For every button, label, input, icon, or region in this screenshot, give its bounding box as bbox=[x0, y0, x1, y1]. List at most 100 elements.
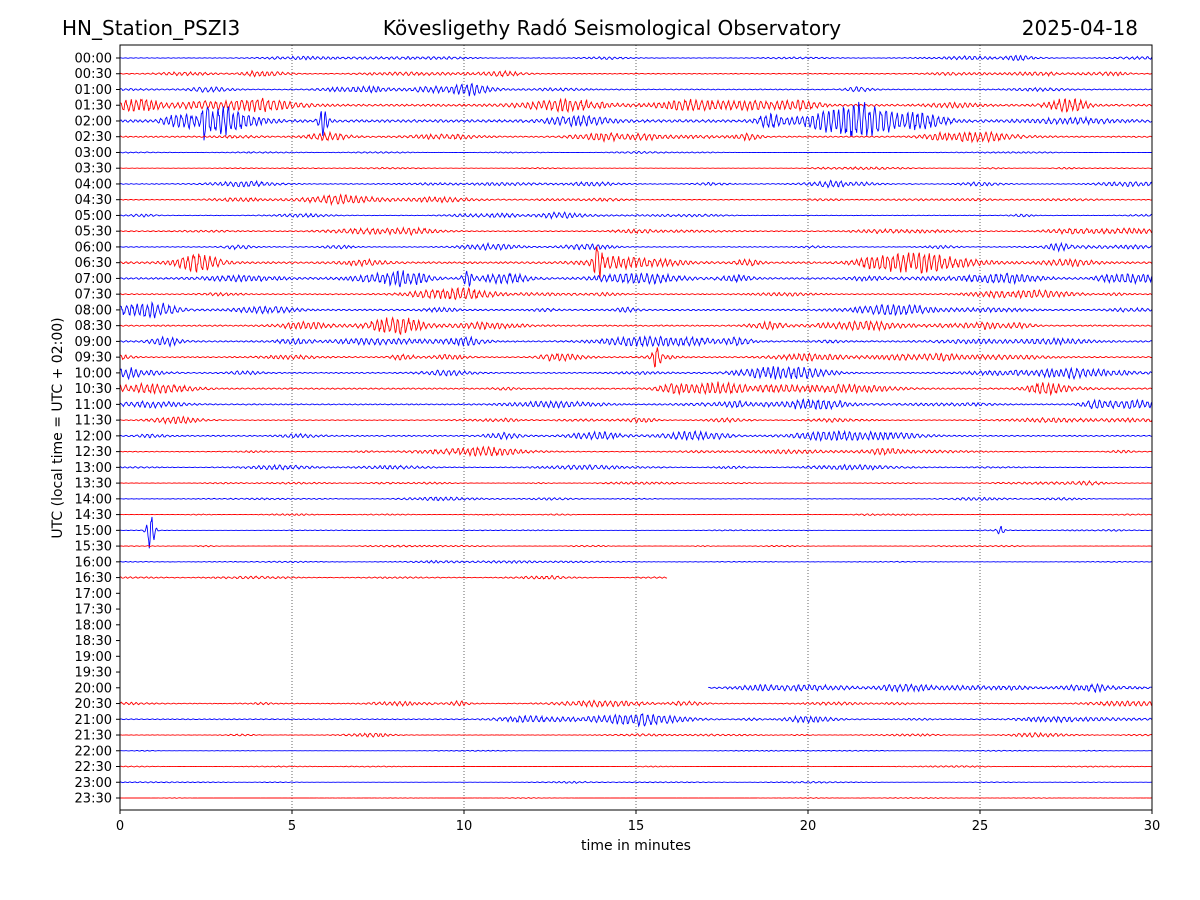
trace-0800 bbox=[120, 300, 1153, 319]
y-tick-label: 06:00 bbox=[75, 240, 112, 255]
trace-2330 bbox=[120, 797, 1152, 799]
y-tick-label: 19:30 bbox=[75, 666, 112, 681]
date-title: 2025-04-18 bbox=[1022, 16, 1138, 40]
x-tick-label: 20 bbox=[800, 819, 817, 834]
y-tick-label: 00:30 bbox=[75, 67, 112, 82]
trace-0030 bbox=[119, 69, 1153, 78]
y-tick-label: 03:30 bbox=[75, 162, 112, 177]
trace-0300 bbox=[119, 150, 1152, 154]
trace-1100 bbox=[119, 398, 1153, 411]
y-tick-label: 18:30 bbox=[75, 634, 112, 649]
trace-0400 bbox=[119, 179, 1153, 189]
trace-1600 bbox=[119, 559, 1153, 564]
trace-0500 bbox=[120, 211, 1153, 220]
y-tick-label: 00:00 bbox=[75, 52, 112, 67]
y-tick-label: 20:00 bbox=[75, 681, 112, 696]
y-tick-label: 12:00 bbox=[75, 429, 112, 444]
trace-2130 bbox=[120, 731, 1153, 738]
y-tick-label: 17:30 bbox=[75, 603, 112, 618]
x-axis-label: time in minutes bbox=[581, 838, 691, 854]
trace-0900 bbox=[119, 335, 1153, 348]
trace-0600 bbox=[119, 241, 1153, 253]
grid-lines bbox=[291, 45, 981, 810]
y-tick-label: 05:30 bbox=[75, 225, 112, 240]
y-tick-label: 23:30 bbox=[75, 792, 112, 807]
trace-1130 bbox=[119, 415, 1153, 425]
y-tick-label: 10:00 bbox=[75, 366, 112, 381]
trace-1530 bbox=[120, 544, 1152, 548]
trace-2000 bbox=[708, 682, 1153, 694]
trace-1430 bbox=[120, 513, 1153, 517]
trace-1200 bbox=[120, 429, 1153, 442]
y-tick-label: 21:00 bbox=[75, 713, 112, 728]
trace-1630 bbox=[120, 574, 668, 580]
y-tick-label: 15:30 bbox=[75, 540, 112, 555]
y-axis-label: UTC (local time = UTC + 02:00) bbox=[50, 317, 66, 538]
y-tick-label: 23:00 bbox=[75, 776, 112, 791]
y-tick-label: 04:00 bbox=[75, 177, 112, 192]
y-tick-label: 09:30 bbox=[75, 351, 112, 366]
y-tick-label: 20:30 bbox=[75, 697, 112, 712]
trace-1500 bbox=[120, 516, 1153, 549]
trace-0130 bbox=[119, 97, 1152, 114]
y-tick-label: 16:00 bbox=[75, 555, 112, 570]
x-tick-label: 10 bbox=[456, 819, 473, 834]
x-axis: 0 5 10 15 20 25 30 bbox=[116, 810, 1160, 834]
y-tick-label: 21:30 bbox=[75, 729, 112, 744]
trace-1330 bbox=[119, 479, 1152, 486]
trace-0200 bbox=[119, 101, 1153, 141]
y-tick-label: 04:30 bbox=[75, 193, 112, 208]
y-tick-label: 14:30 bbox=[75, 508, 112, 523]
trace-2230 bbox=[119, 765, 1153, 768]
trace-1230 bbox=[119, 445, 1153, 458]
trace-0000 bbox=[120, 54, 1153, 62]
trace-2100 bbox=[119, 713, 1153, 728]
y-tick-label: 08:00 bbox=[75, 303, 112, 318]
trace-0430 bbox=[120, 193, 1153, 207]
station-title: HN_Station_PSZI3 bbox=[62, 16, 240, 40]
y-tick-label: 01:30 bbox=[75, 99, 112, 114]
y-axis: 00:0000:3001:0001:3002:0002:3003:0003:30… bbox=[75, 52, 120, 807]
trace-0830 bbox=[119, 316, 1153, 336]
traces bbox=[119, 54, 1153, 799]
y-tick-label: 05:00 bbox=[75, 209, 112, 224]
y-tick-label: 18:00 bbox=[75, 618, 112, 633]
y-tick-label: 13:30 bbox=[75, 477, 112, 492]
y-tick-label: 12:30 bbox=[75, 445, 112, 460]
trace-1300 bbox=[119, 463, 1152, 471]
y-tick-label: 01:00 bbox=[75, 83, 112, 98]
observatory-title: Kövesligethy Radó Seismological Observat… bbox=[383, 16, 841, 40]
y-tick-label: 17:00 bbox=[75, 587, 112, 602]
trace-0730 bbox=[119, 286, 1153, 301]
trace-1000 bbox=[119, 366, 1153, 381]
trace-2030 bbox=[119, 699, 1153, 708]
trace-1030 bbox=[119, 381, 1153, 397]
trace-0330 bbox=[119, 166, 1153, 171]
y-tick-label: 03:00 bbox=[75, 146, 112, 161]
y-tick-label: 11:30 bbox=[75, 414, 112, 429]
y-tick-label: 09:00 bbox=[75, 335, 112, 350]
x-tick-label: 15 bbox=[628, 819, 645, 834]
trace-1400 bbox=[119, 496, 1152, 502]
y-tick-label: 02:30 bbox=[75, 130, 112, 145]
y-tick-label: 16:30 bbox=[75, 571, 112, 586]
y-tick-label: 02:00 bbox=[75, 114, 112, 129]
trace-2200 bbox=[120, 749, 1152, 752]
x-tick-label: 25 bbox=[972, 819, 989, 834]
y-tick-label: 07:00 bbox=[75, 272, 112, 287]
y-tick-label: 22:00 bbox=[75, 744, 112, 759]
x-tick-label: 30 bbox=[1144, 819, 1161, 834]
y-tick-label: 10:30 bbox=[75, 382, 112, 397]
y-tick-label: 08:30 bbox=[75, 319, 112, 334]
trace-2300 bbox=[119, 780, 1152, 784]
y-tick-label: 07:30 bbox=[75, 288, 112, 303]
trace-0100 bbox=[119, 82, 1153, 97]
y-tick-label: 13:00 bbox=[75, 461, 112, 476]
trace-0930 bbox=[119, 347, 1153, 368]
y-tick-label: 22:30 bbox=[75, 760, 112, 775]
y-tick-label: 14:00 bbox=[75, 492, 112, 507]
trace-0530 bbox=[119, 226, 1153, 237]
x-tick-label: 5 bbox=[288, 819, 296, 834]
y-tick-label: 15:00 bbox=[75, 524, 112, 539]
